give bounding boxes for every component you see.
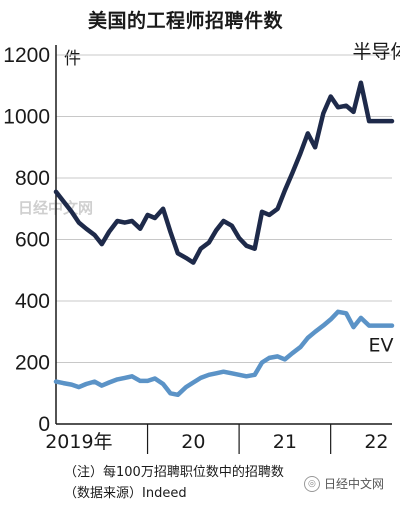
- semiconductor-line: [53, 80, 395, 265]
- footnote: （注）每100万招聘职位数中的招聘数: [64, 465, 284, 480]
- y-tick-label: 200: [15, 352, 50, 375]
- y-axis: 0 200 400 600 800 1000 1200: [3, 44, 57, 436]
- badge-text: 日经中文网: [323, 477, 384, 491]
- x-tick-label: 21: [273, 431, 297, 453]
- semiconductor-label: 半导体: [353, 41, 400, 63]
- series-lines: [53, 80, 395, 398]
- x-tick-label: 2019年: [45, 431, 112, 453]
- x-tick-label: 20: [181, 431, 205, 453]
- grid-lines: [56, 54, 392, 363]
- y-tick-label: 1200: [3, 44, 50, 67]
- y-tick-label: 1000: [3, 106, 50, 129]
- wechat-icon: ◎: [303, 475, 320, 492]
- chart-title: 美国的工程师招聘件数: [88, 10, 284, 32]
- y-tick-label: 0: [38, 413, 50, 436]
- source-badge: ◎ 日经中文网: [303, 475, 384, 492]
- ev-line: [53, 309, 395, 398]
- x-axis: 2019年 20 21 22: [45, 423, 392, 454]
- y-tick-label: 600: [15, 229, 50, 252]
- source-note: （数据来源）Indeed: [64, 486, 187, 501]
- y-axis-unit: 件: [64, 49, 81, 69]
- y-tick-label: 800: [15, 167, 50, 190]
- x-tick-label: 22: [364, 431, 388, 453]
- ev-label: EV: [369, 335, 394, 357]
- series-labels: 半导体 EV: [353, 41, 400, 357]
- y-tick-label: 400: [15, 290, 50, 313]
